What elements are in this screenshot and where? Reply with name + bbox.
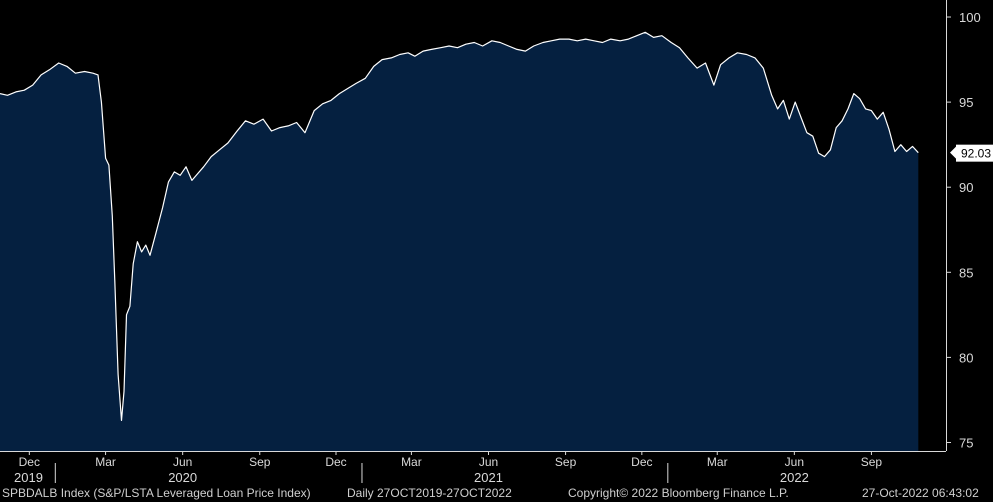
date-range: Daily 27OCT2019-27OCT2022 <box>347 486 512 500</box>
x-tick-label-mar-2021: Mar <box>401 455 422 469</box>
ticker-description: SPBDALB Index (S&P/LSTA Leveraged Loan P… <box>2 486 311 500</box>
x-tick-label-mar-2020: Mar <box>95 455 116 469</box>
x-tick-label-jun-2022: Jun <box>785 455 804 469</box>
year-label-2022: 2022 <box>780 470 809 485</box>
series-line <box>0 31 919 421</box>
x-tick-label-dec-2019: Dec <box>19 455 40 469</box>
copyright-notice: Copyright© 2022 Bloomberg Finance L.P. <box>568 486 789 500</box>
x-tick-label-sep-2022: Sep <box>861 455 883 469</box>
x-tick-label-jun-2021: Jun <box>479 455 498 469</box>
x-tick-label-dec-2021: Dec <box>631 455 652 469</box>
y-tick-label-85: 85 <box>959 265 973 280</box>
x-tick-label-sep-2020: Sep <box>249 455 271 469</box>
chart-footer: SPBDALB Index (S&P/LSTA Leveraged Loan P… <box>0 484 993 502</box>
year-label-2021: 2021 <box>474 470 503 485</box>
last-value-pointer <box>950 146 956 159</box>
timestamp: 27-Oct-2022 06:43:02 <box>862 486 979 500</box>
year-label-2020: 2020 <box>168 470 197 485</box>
x-tick-label-jun-2020: Jun <box>173 455 192 469</box>
y-tick-label-100: 100 <box>959 10 981 25</box>
y-tick-label-80: 80 <box>959 350 973 365</box>
x-tick-label-dec-2020: Dec <box>325 455 346 469</box>
x-tick-label-sep-2021: Sep <box>555 455 577 469</box>
axes: 75 80 85 90 95 100 Dec Mar Jun Sep Dec Mar Jun Sep Dec… <box>0 0 993 485</box>
series-area-fill <box>0 32 919 452</box>
y-tick-label-75: 75 <box>959 435 973 450</box>
year-label-2019: 2019 <box>14 470 43 485</box>
y-tick-label-95: 95 <box>959 95 973 110</box>
last-value-badge <box>956 144 993 162</box>
last-value-label: 92.03 <box>961 147 991 161</box>
x-tick-label-mar-2022: Mar <box>707 455 728 469</box>
plot-area <box>0 31 919 452</box>
y-tick-label-90: 90 <box>959 180 973 195</box>
